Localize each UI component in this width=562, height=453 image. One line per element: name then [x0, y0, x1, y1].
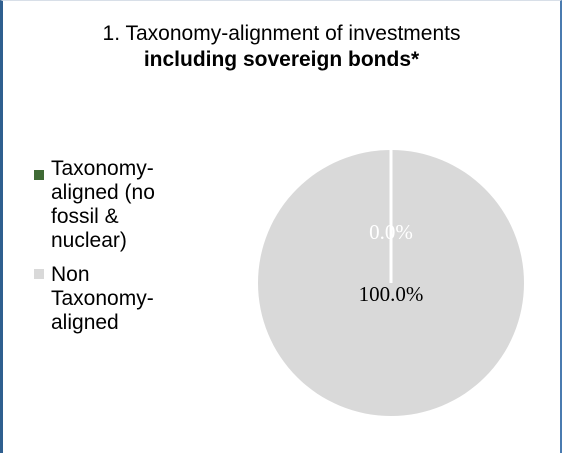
- legend-swatch-non-taxonomy-aligned: [34, 269, 44, 279]
- data-label-non-taxonomy-aligned: 100.0%: [359, 282, 424, 306]
- legend-label-non-taxonomy-aligned: Non Taxonomy-aligned: [51, 263, 154, 334]
- legend-label-taxonomy-aligned: Taxonomy-aligned (no fossil & nuclear): [51, 157, 155, 252]
- chart-title-block: 1. Taxonomy-alignment of investments inc…: [3, 21, 560, 73]
- chart-title: 1. Taxonomy-alignment of investments: [102, 22, 461, 45]
- legend-item-non-taxonomy-aligned: Non Taxonomy-aligned: [31, 263, 201, 335]
- legend-item-taxonomy-aligned: Taxonomy-aligned (no fossil & nuclear): [31, 157, 201, 253]
- pie-chart: 0.0% 100.0%: [258, 150, 524, 416]
- chart-subtitle: including sovereign bonds*: [143, 48, 420, 71]
- data-label-taxonomy-aligned-no-fossil-nuclear: 0.0%: [369, 220, 413, 244]
- legend-swatch-taxonomy-aligned: [34, 170, 44, 180]
- chart-legend: Taxonomy-aligned (no fossil & nuclear) N…: [31, 157, 201, 335]
